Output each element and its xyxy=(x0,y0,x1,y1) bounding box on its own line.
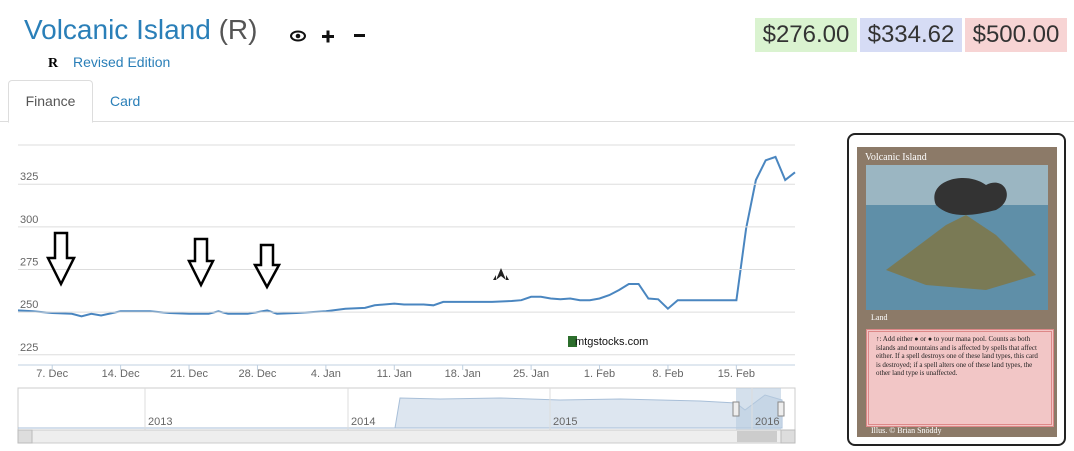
watermark-icon xyxy=(568,336,577,347)
y-tick-label: 325 xyxy=(20,171,38,183)
set-link[interactable]: Revised Edition xyxy=(73,54,171,70)
y-tick-label: 275 xyxy=(20,256,38,268)
price-avg: $334.62 xyxy=(860,18,962,52)
rarity: (R) xyxy=(218,14,258,45)
tab-finance[interactable]: Finance xyxy=(8,80,93,123)
action-icons xyxy=(290,30,365,43)
x-tick-label: 8. Feb xyxy=(652,368,683,380)
price-chart: 15. Feb 8. Feb 1. Feb 25. Jan 18. Jan 11. Jan… xyxy=(17,144,796,444)
tab-card[interactable]: Card xyxy=(110,93,141,109)
scroll-thumb[interactable] xyxy=(737,431,777,442)
logo-mark xyxy=(493,268,509,280)
add-button[interactable] xyxy=(322,30,334,43)
card-art xyxy=(866,165,1048,310)
tab-rule xyxy=(0,121,1074,122)
set-symbol: R xyxy=(48,56,59,71)
x-tick-label: 28. Dec xyxy=(238,368,276,380)
card-frame: Volcanic Island Land ↑: Add either ● or … xyxy=(847,133,1066,446)
x-tick-label: 18. Jan xyxy=(445,368,481,380)
price-low: $276.00 xyxy=(755,18,857,52)
navigator: 2013 2014 2015 2016 xyxy=(17,387,796,444)
x-tick-label: 11. Jan xyxy=(377,368,412,380)
x-tick-label: 21. Dec xyxy=(170,368,208,380)
x-tick-label: 25. Jan xyxy=(513,368,549,380)
card-type: Land xyxy=(871,313,888,322)
card-title: Volcanic Island xyxy=(24,14,211,45)
nav-label: 2016 xyxy=(755,416,779,428)
y-tick-label: 300 xyxy=(20,214,38,226)
remove-button[interactable] xyxy=(354,34,365,37)
scroll-right[interactable] xyxy=(780,429,796,444)
y-tick-label: 225 xyxy=(20,342,38,354)
x-tick-label: 1. Feb xyxy=(584,368,615,380)
nav-label: 2015 xyxy=(553,416,577,428)
nav-handle[interactable] xyxy=(732,401,740,417)
x-tick-label: 4. Jan xyxy=(311,368,341,380)
x-tick-label: 15. Feb xyxy=(718,368,755,380)
y-tick-label: 250 xyxy=(20,299,38,311)
annotation-arrows xyxy=(45,231,282,290)
card-text: ↑: Add either ● or ● to your mana pool. … xyxy=(866,329,1054,427)
nav-label: 2013 xyxy=(148,416,172,428)
x-tick-label: 14. Dec xyxy=(102,368,140,380)
watermark: mtgstocks.com xyxy=(575,336,648,348)
card-image: Volcanic Island Land ↑: Add either ● or … xyxy=(857,147,1057,437)
nav-label: 2014 xyxy=(351,416,375,428)
heading: Volcanic Island (R) xyxy=(24,14,257,46)
price-line xyxy=(17,155,796,318)
scroll-left[interactable] xyxy=(17,429,33,444)
price-high: $500.00 xyxy=(965,18,1067,52)
card-name: Volcanic Island xyxy=(865,152,927,163)
nav-handle[interactable] xyxy=(777,401,785,417)
card-artist: Illus. © Brian Snõddy xyxy=(871,426,942,435)
watch-button[interactable] xyxy=(290,30,306,42)
x-tick-label: 7. Dec xyxy=(36,368,68,380)
